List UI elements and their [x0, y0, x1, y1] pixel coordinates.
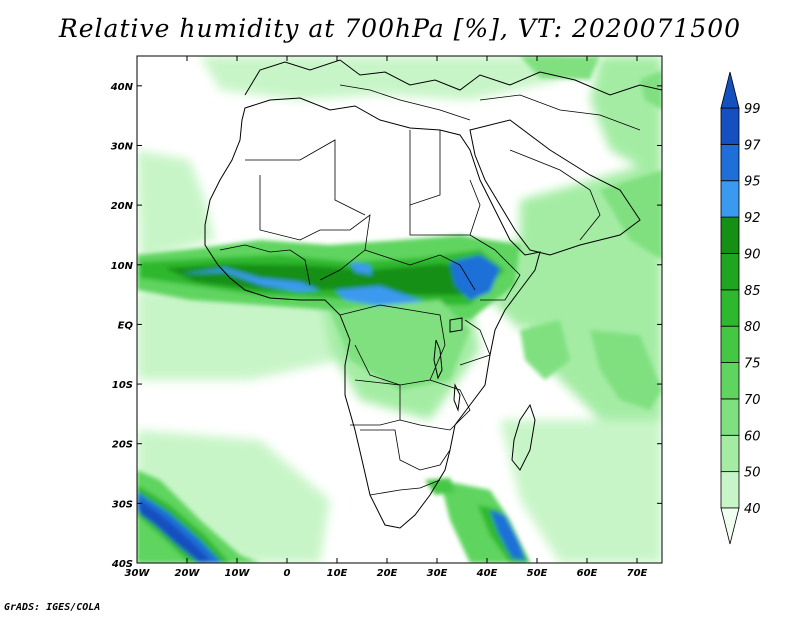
colorbar-upper-triangle [720, 71, 740, 109]
madagascar-coast [511, 403, 536, 471]
border-drc [339, 304, 446, 386]
field-east-edge-patch [640, 70, 662, 110]
field-front-sw-core [140, 500, 210, 562]
border-west-africa [219, 244, 311, 286]
x-tick-label: 20W [175, 568, 201, 579]
field-front-sw-inner [137, 485, 230, 563]
colorbar-box [720, 180, 740, 218]
x-tick-label: 10E [327, 568, 348, 579]
colorbar-box [720, 362, 740, 400]
y-tick-label: 40S [111, 559, 133, 570]
border-south-africa [369, 479, 441, 496]
colorbar-box [720, 471, 740, 509]
colorbar-box [720, 289, 740, 327]
colorbar-label: 99 [744, 102, 761, 117]
field-itcz-saturated-congo [350, 262, 372, 275]
border-mali-niger [259, 175, 371, 251]
border-arabia [509, 149, 601, 241]
colorbar-box [720, 398, 740, 436]
x-tick-label: 60E [577, 568, 598, 579]
field-indian-green-1 [600, 170, 662, 260]
y-tick-label: 30N [111, 141, 134, 152]
border-namibia-botswana [360, 429, 451, 471]
field-itcz-core [165, 264, 495, 295]
border-central-africa [364, 249, 476, 291]
colorbar-label: 90 [744, 247, 761, 262]
y-tick-label: EQ [118, 320, 134, 331]
y-tick-label: 10S [112, 380, 133, 391]
lake-malawi [453, 383, 461, 412]
field-light-eq-atlantic [137, 290, 360, 380]
map-title: Relative humidity at 700hPa [%], VT: 202… [58, 14, 742, 43]
field-indian-green-3 [520, 320, 570, 380]
colorbar-box [720, 107, 740, 145]
x-tick-label: 0 [284, 568, 291, 579]
africa-coast [204, 97, 541, 529]
colorbar-label: 80 [744, 320, 761, 335]
y-tick-label: 20N [111, 201, 134, 212]
field-north-east-patch [520, 56, 600, 80]
x-tick-label: 70E [627, 568, 648, 579]
colorbar-label: 92 [744, 211, 761, 226]
colorbar-box [720, 434, 740, 473]
x-tick-label: 30E [427, 568, 448, 579]
field-front-sw-saturated [137, 492, 222, 563]
country-borders [219, 84, 641, 496]
colorbar-label: 75 [744, 357, 761, 372]
y-tick-label: 10N [111, 261, 134, 272]
x-tick-label: 40E [476, 568, 498, 579]
x-tick-label: 10W [225, 568, 251, 579]
colorbar-label: 95 [744, 175, 761, 190]
border-ethiopia-somalia [469, 234, 521, 301]
field-front-se-saturated [490, 510, 525, 560]
europe-coast [244, 59, 662, 96]
colorbar-label: 50 [744, 466, 761, 481]
y-tick-label: 30S [112, 499, 133, 510]
border-zambia-moz [399, 379, 471, 431]
colorbar-label: 70 [744, 393, 761, 408]
field-indian-green-2 [590, 330, 662, 410]
x-tick-label: 30W [125, 568, 151, 579]
border-middle-east [479, 94, 641, 131]
border-algeria-libya [245, 139, 366, 216]
colorbar: 40 50 60 70 75 80 85 90 92 95 97 99 [720, 71, 761, 545]
colorbar-box [720, 253, 740, 291]
y-tick-label: 40N [110, 82, 134, 93]
arabia-coast [469, 119, 641, 256]
y-tick-label: 20S [112, 440, 133, 451]
lake-tanganyika [433, 339, 443, 380]
field-light-northwest [137, 150, 215, 260]
colorbar-box [720, 143, 740, 182]
field-itcz-saturated-west [180, 268, 320, 292]
border-europe [339, 84, 471, 121]
coastlines [204, 59, 662, 529]
colorbar-lower-triangle [720, 507, 740, 545]
colorbar-box [720, 325, 740, 363]
border-chad-nigeria [319, 249, 366, 281]
border-kenya-tanzania [459, 319, 491, 366]
colorbar-box [720, 216, 740, 254]
x-tick-label: 50E [527, 568, 548, 579]
humidity-field [137, 56, 662, 563]
axis-ticks: 30W 20W 10W 0 10E 20E 30E 40E 50E 60E 70E 40N 30N 20N… [110, 56, 662, 579]
colorbar-label: 85 [744, 284, 761, 299]
field-itcz-saturated-east [450, 255, 500, 300]
colorbar-label: 40 [744, 502, 761, 517]
colorbar-label: 60 [744, 429, 761, 444]
border-libya-egypt [409, 130, 441, 206]
credit-text: GrADS: IGES/COLA [4, 602, 101, 613]
field-light-east-indian [500, 420, 662, 563]
colorbar-label: 97 [744, 138, 761, 153]
plot-frame [136, 55, 663, 564]
x-tick-label: 20E [377, 568, 398, 579]
lake-victoria [449, 317, 463, 333]
field-light-med [200, 56, 560, 100]
